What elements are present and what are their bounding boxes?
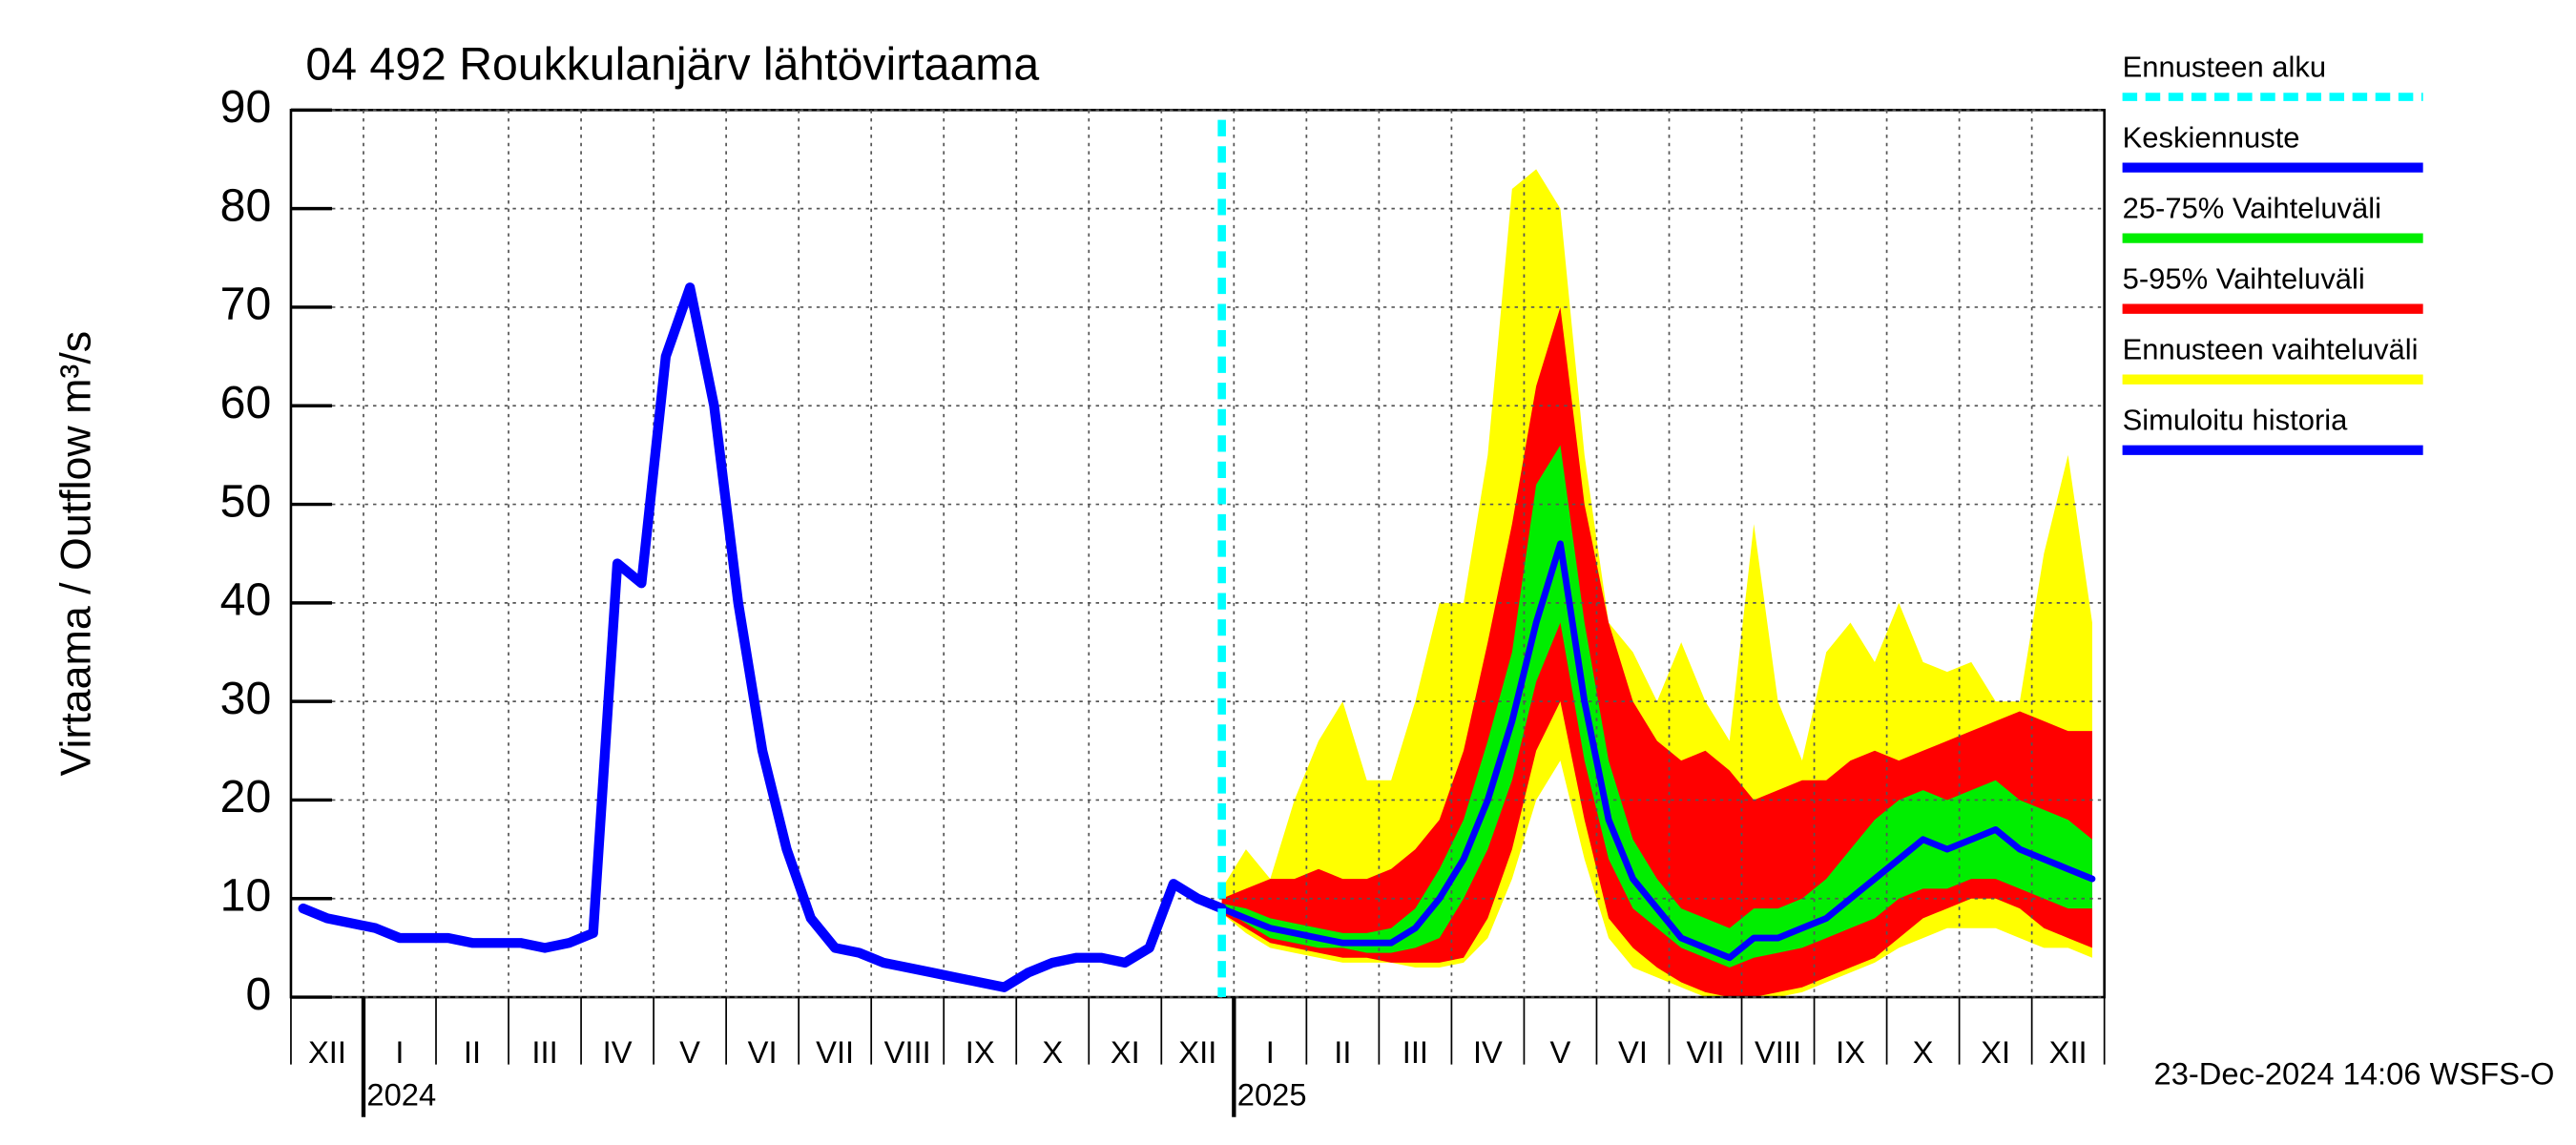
- x-tick-label: II: [1334, 1034, 1351, 1070]
- x-tick-label: X: [1042, 1034, 1063, 1070]
- bands-layer: [1221, 169, 2092, 998]
- x-tick-label: XII: [2049, 1034, 2088, 1070]
- x-tick-label: XII: [308, 1034, 346, 1070]
- chart-title: 04 492 Roukkulanjärv lähtövirtaama: [305, 38, 1039, 90]
- x-tick-label: VI: [748, 1034, 778, 1070]
- band-area: [1221, 445, 2092, 968]
- y-axis-label: Virtaama / Outflow m³/s: [52, 331, 100, 777]
- legend-label: 5-95% Vaihteluväli: [2123, 262, 2365, 296]
- legend-label: Ennusteen vaihteluväli: [2123, 333, 2419, 366]
- x-tick-label: VII: [1687, 1034, 1725, 1070]
- y-tick-label: 20: [220, 771, 272, 822]
- line-series: [298, 282, 1227, 992]
- y-tick-label: 40: [220, 574, 272, 626]
- x-tick-label: IX: [1836, 1034, 1865, 1070]
- y-tick-label: 30: [220, 673, 272, 724]
- x-tick-label: III: [1402, 1034, 1428, 1070]
- grid-layer: [289, 109, 2106, 999]
- y-tick-label: 80: [220, 179, 272, 231]
- x-tick-label: XI: [1111, 1034, 1140, 1070]
- y-tick-label: 0: [245, 968, 271, 1020]
- x-tick-label: X: [1913, 1034, 1934, 1070]
- lines-layer: [298, 119, 2096, 998]
- y-tick-label: 90: [220, 81, 272, 133]
- footer: 23-Dec-2024 14:06 WSFS-O: [2154, 1055, 2555, 1091]
- x-tick-label: IX: [966, 1034, 995, 1070]
- x-tick-label: VIII: [1755, 1034, 1801, 1070]
- line-series: [1218, 540, 2096, 962]
- y-tick-label: 50: [220, 475, 272, 527]
- legend-label: 25-75% Vaihteluväli: [2123, 192, 2381, 225]
- x-tick-label: I: [1266, 1034, 1275, 1070]
- x-tick-label: VII: [816, 1034, 854, 1070]
- legend-label: Keskiennuste: [2123, 121, 2300, 155]
- y-tick-label: 60: [220, 377, 272, 428]
- x-tick-label: VIII: [884, 1034, 931, 1070]
- x-tick-label: VI: [1618, 1034, 1648, 1070]
- x-tick-label: XI: [1981, 1034, 2010, 1070]
- y-tick-label: 10: [220, 869, 272, 921]
- x-tick-label: III: [531, 1034, 557, 1070]
- year-label: 2024: [366, 1077, 436, 1113]
- legend-label: Simuloitu historia: [2123, 404, 2349, 437]
- year-label: 2025: [1237, 1077, 1307, 1113]
- legend-label: Ennusteen alku: [2123, 50, 2327, 83]
- x-tick-label: I: [395, 1034, 404, 1070]
- x-tick-label: XII: [1178, 1034, 1216, 1070]
- x-tick-label: IV: [1473, 1034, 1503, 1070]
- x-tick-label: IV: [603, 1034, 633, 1070]
- x-tick-label: V: [679, 1034, 700, 1070]
- x-tick-label: II: [464, 1034, 481, 1070]
- x-tick-label: V: [1550, 1034, 1571, 1070]
- y-tick-label: 70: [220, 279, 272, 330]
